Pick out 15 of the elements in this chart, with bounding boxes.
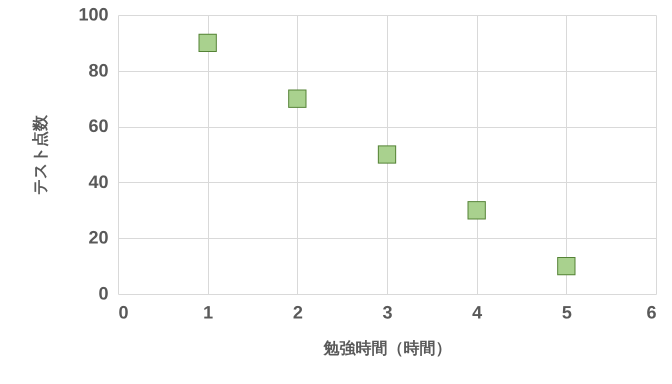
x-tick-label: 0: [118, 302, 129, 322]
y-tick-label: 60: [88, 116, 108, 136]
x-tick-label: 6: [646, 302, 656, 322]
y-tick-label: 40: [88, 172, 108, 192]
y-tick-label: 0: [98, 284, 108, 304]
x-tick-label: 1: [203, 302, 214, 322]
y-axis-title: テスト点数: [31, 114, 50, 195]
x-tick-label: 3: [382, 302, 393, 322]
x-tick-label: 5: [562, 302, 572, 322]
y-tick-label: 100: [78, 4, 108, 24]
x-axis-title: 勉強時間（時間）: [322, 340, 452, 358]
x-tick-label: 4: [472, 302, 482, 322]
y-tick-label: 20: [88, 228, 108, 248]
x-tick-label: 2: [292, 302, 303, 322]
y-tick-label: 80: [88, 60, 108, 80]
